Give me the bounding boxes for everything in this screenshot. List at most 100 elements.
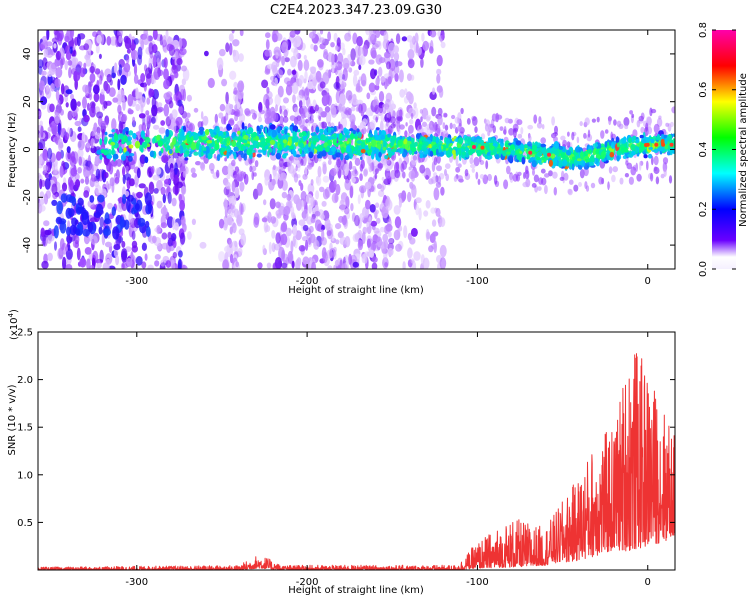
spectrogram-cell bbox=[294, 142, 298, 147]
spectrogram-cell bbox=[172, 239, 177, 249]
spectrogram-cell bbox=[66, 226, 71, 236]
spectrogram-cell bbox=[407, 48, 415, 60]
spectrogram-cell bbox=[83, 114, 90, 123]
spectrogram-cell bbox=[302, 173, 308, 180]
spectrogram-cell bbox=[251, 152, 256, 158]
spectrogram-cell bbox=[322, 163, 327, 175]
spectrogram-cell bbox=[57, 248, 64, 260]
spectrogram-cell bbox=[44, 229, 52, 236]
spectrogram-cell bbox=[272, 112, 279, 122]
spectrogram-cell bbox=[357, 131, 362, 139]
spectrogram-cell bbox=[78, 156, 83, 166]
spectrogram-cell bbox=[430, 207, 436, 214]
spectrogram-cell bbox=[124, 173, 132, 181]
spectrogram-cell bbox=[359, 185, 367, 194]
spectrogram-cell bbox=[309, 66, 317, 72]
spectrogram-cell bbox=[60, 193, 68, 203]
spectrogram-cell bbox=[69, 179, 74, 191]
spectrogram-cell bbox=[381, 241, 387, 254]
spectrogram-cell bbox=[200, 162, 206, 171]
spectrogram-cell bbox=[334, 65, 339, 76]
spectrogram-cell bbox=[231, 159, 236, 167]
spectrogram-cell bbox=[295, 165, 298, 172]
spectrogram-cell bbox=[399, 89, 406, 98]
spectrogram-cell bbox=[323, 51, 329, 60]
spectrogram-cell bbox=[256, 144, 259, 149]
spectrogram-cell bbox=[289, 115, 296, 121]
spectrogram-cell bbox=[50, 83, 55, 92]
spectrogram-cell bbox=[484, 123, 489, 132]
spectrogram-cell bbox=[263, 199, 267, 206]
spectrogram-cell bbox=[298, 132, 303, 138]
spectrogram-cell bbox=[408, 166, 412, 171]
spectrogram-cell bbox=[476, 149, 481, 157]
spectrogram-cell bbox=[429, 91, 437, 100]
spectrogram-cell bbox=[41, 260, 49, 269]
spectrogram-cell bbox=[665, 122, 670, 127]
spectrogram-cell bbox=[432, 145, 436, 151]
spectrogram-cell bbox=[95, 168, 101, 180]
spectrogram-cell bbox=[243, 134, 249, 141]
spectrogram-cell bbox=[182, 171, 187, 178]
spectrogram-cell bbox=[371, 162, 375, 172]
spectrogram-cell bbox=[39, 198, 45, 205]
spectrogram-cell bbox=[369, 249, 375, 258]
spectrogram-cell bbox=[631, 113, 635, 118]
spectrogram-cell bbox=[167, 191, 172, 204]
spectrogram-cell bbox=[257, 116, 263, 123]
spectrogram-cell bbox=[201, 120, 204, 128]
spectrogram-cell bbox=[157, 226, 161, 233]
spectrogram-cell bbox=[365, 199, 371, 210]
spectrogram-cell bbox=[579, 169, 585, 179]
spectrogram-cell bbox=[232, 50, 240, 63]
spectrogram-cell bbox=[345, 90, 353, 101]
spectrogram-cell bbox=[136, 167, 141, 179]
spectrogram-cell bbox=[77, 126, 82, 132]
spectrogram-cell bbox=[117, 78, 121, 91]
spectrogram-cell bbox=[266, 262, 272, 269]
spectrogram-cell bbox=[261, 79, 269, 89]
spectrogram-cell bbox=[587, 129, 591, 138]
spectrogram-cell bbox=[327, 31, 331, 42]
spectrogram-cell bbox=[199, 129, 204, 136]
spectrogram-cell bbox=[630, 166, 637, 176]
spectrogram-cell bbox=[406, 73, 412, 81]
spectrogram-cell bbox=[350, 203, 354, 212]
spectrogram-cell bbox=[152, 55, 157, 69]
spectrogram-cell bbox=[649, 138, 655, 144]
spectrogram-cell bbox=[229, 104, 234, 110]
spectrogram-cell bbox=[384, 262, 388, 268]
spectrogram-cell bbox=[282, 139, 287, 144]
spectrogram-cell bbox=[204, 50, 209, 57]
spectrogram-cell bbox=[84, 247, 92, 255]
spectrogram-cell bbox=[85, 57, 92, 67]
spectrogram-cell bbox=[435, 207, 441, 217]
spectrogram-cell bbox=[200, 144, 205, 152]
spectrogram-cell bbox=[445, 163, 451, 170]
spectrogram-cell bbox=[49, 49, 54, 55]
spectrogram-cell bbox=[151, 96, 157, 110]
spectrogram-cell bbox=[414, 32, 419, 44]
spectrogram-cell bbox=[207, 152, 213, 159]
spectrogram-cell bbox=[38, 155, 43, 165]
spectrogram-cell bbox=[640, 126, 645, 134]
spectrogram-cell bbox=[334, 259, 339, 267]
spectrogram-cell bbox=[297, 59, 303, 72]
spectrogram-cell bbox=[327, 159, 332, 165]
spectrogram-cell bbox=[177, 258, 182, 269]
spectrogram-cell bbox=[295, 198, 302, 211]
spectrogram-cell bbox=[317, 153, 321, 159]
spectrogram-cell bbox=[429, 134, 433, 142]
spectrogram-cell bbox=[94, 68, 101, 75]
spectrogram-cell bbox=[281, 191, 288, 199]
spectrogram-cell bbox=[337, 105, 342, 111]
spectrogram-cell bbox=[77, 197, 84, 206]
spectrogram-cell bbox=[124, 135, 128, 143]
spectrogram-cell bbox=[271, 230, 276, 239]
spectrogram-cell bbox=[499, 126, 504, 131]
spectrogram-cell bbox=[234, 136, 239, 141]
spectrogram-cell bbox=[305, 193, 313, 204]
spectrogram-cell bbox=[300, 153, 306, 157]
spectrogram-cell bbox=[452, 123, 456, 129]
